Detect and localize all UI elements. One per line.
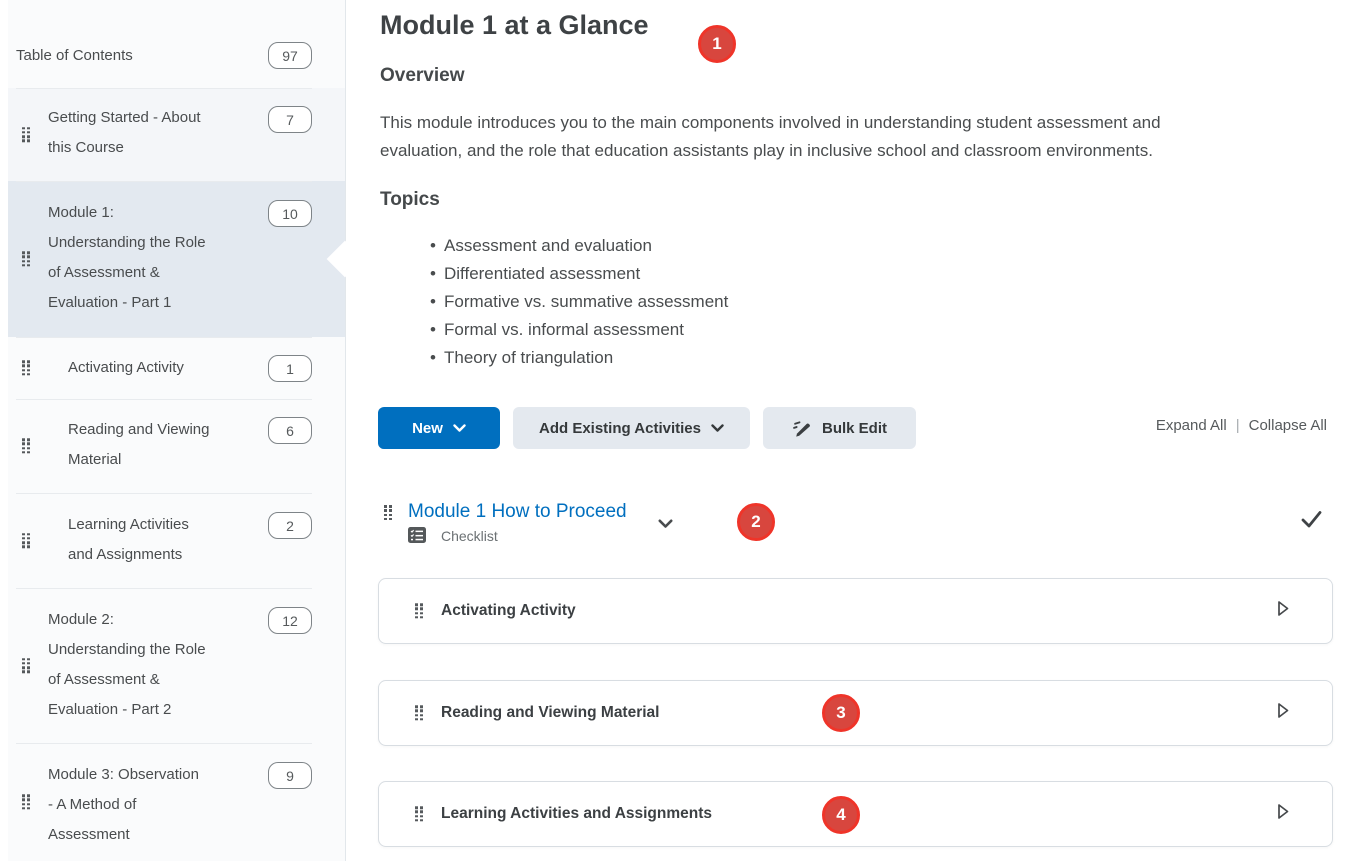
item-count-badge: 7	[268, 106, 312, 133]
item-label: Module 1: Understanding the Role of Asse…	[48, 204, 206, 311]
drag-handle-icon[interactable]	[415, 603, 423, 619]
topic-item: Differentiated assessment	[380, 260, 728, 288]
item-label: Reading and Viewing Material	[68, 421, 210, 468]
item-count-badge: 10	[268, 200, 312, 227]
expand-all-link[interactable]: Expand All	[1155, 417, 1227, 434]
drag-handle-icon[interactable]	[415, 806, 423, 822]
separator: |	[1235, 417, 1240, 434]
item-label: Module 2: Understanding the Role of Asse…	[48, 611, 206, 718]
item-label: Activating Activity	[68, 359, 184, 376]
item-count-badge: 6	[268, 417, 312, 444]
annotation-marker-4: 4	[822, 796, 860, 834]
section-card-activating-activity[interactable]: Activating Activity	[378, 578, 1333, 644]
topics-heading: Topics	[380, 189, 440, 210]
expand-collapse-controls: Expand All | Collapse All	[1156, 417, 1327, 434]
toc-item-module-2[interactable]: Module 2: Understanding the Role of Asse…	[8, 588, 345, 743]
completion-check-icon	[1300, 509, 1323, 534]
annotation-marker-2: 2	[737, 503, 775, 541]
item-count-badge: 1	[268, 355, 312, 382]
pencil-icon	[793, 420, 810, 437]
item-label: Module 3: Observation - A Method of Asse…	[48, 766, 199, 843]
topic-item: Formative vs. summative assessment	[380, 288, 728, 316]
expand-arrow-icon[interactable]	[1276, 803, 1290, 826]
toc-count-badge: 97	[268, 42, 312, 69]
selected-pointer	[326, 240, 364, 278]
drag-handle-icon[interactable]	[415, 705, 423, 721]
toc-title: Table of Contents	[16, 47, 133, 64]
chevron-down-icon	[711, 423, 724, 432]
card-title: Learning Activities and Assignments	[441, 805, 713, 822]
item-label: Getting Started - About this Course	[48, 109, 201, 156]
expand-arrow-icon[interactable]	[1276, 600, 1290, 623]
activity-type-label: Checklist	[441, 528, 498, 544]
annotation-marker-3: 3	[822, 694, 860, 732]
toc-rows: Getting Started - About this Course 7 Mo…	[8, 88, 364, 861]
item-label: Learning Activities and Assignments	[68, 516, 189, 563]
toc-header[interactable]: Table of Contents 97	[8, 28, 345, 88]
chevron-down-icon	[453, 423, 466, 432]
drag-handle-icon[interactable]	[22, 438, 30, 454]
new-button-label: New	[412, 419, 443, 437]
drag-handle-icon[interactable]	[384, 505, 392, 521]
topic-item: Assessment and evaluation	[380, 232, 728, 260]
checklist-icon	[408, 527, 426, 548]
chevron-down-icon[interactable]	[658, 516, 673, 534]
card-title: Activating Activity	[441, 602, 576, 619]
item-count-badge: 9	[268, 762, 312, 789]
toc-item-reading-viewing[interactable]: Reading and Viewing Material 6	[8, 399, 345, 493]
toc-item-activating-activity[interactable]: Activating Activity 1	[8, 337, 345, 399]
drag-handle-icon[interactable]	[22, 360, 30, 376]
overview-text: This module introduces you to the main c…	[380, 113, 1161, 160]
drag-handle-icon[interactable]	[22, 657, 30, 674]
annotation-marker-1: 1	[698, 25, 736, 63]
collapse-all-link[interactable]: Collapse All	[1248, 417, 1327, 434]
card-title: Reading and Viewing Material	[441, 704, 660, 721]
add-existing-activities-button[interactable]: Add Existing Activities	[513, 407, 750, 449]
drag-handle-icon[interactable]	[22, 532, 30, 549]
topic-item: Theory of triangulation	[380, 344, 728, 372]
overview-heading: Overview	[380, 65, 465, 86]
new-button[interactable]: New	[378, 407, 500, 449]
toc-item-learning-activities[interactable]: Learning Activities and Assignments 2	[8, 493, 345, 588]
page-title: Module 1 at a Glance	[380, 10, 649, 40]
toc-sidebar: Table of Contents 97 Getting Started - A…	[0, 0, 364, 861]
topic-item: Formal vs. informal assessment	[380, 316, 728, 344]
add-existing-label: Add Existing Activities	[539, 419, 701, 437]
drag-handle-icon[interactable]	[22, 251, 30, 267]
expand-arrow-icon[interactable]	[1276, 702, 1290, 725]
toc-item-module-1[interactable]: Module 1: Understanding the Role of Asse…	[8, 181, 364, 337]
topics-list: Assessment and evaluation Differentiated…	[380, 232, 728, 372]
item-count-badge: 12	[268, 607, 312, 634]
bulk-edit-button[interactable]: Bulk Edit	[763, 407, 916, 449]
bulk-edit-label: Bulk Edit	[821, 419, 887, 437]
toc-item-getting-started[interactable]: Getting Started - About this Course 7	[8, 88, 345, 181]
activity-title-link[interactable]: Module 1 How to Proceed	[408, 501, 627, 522]
item-count-badge: 2	[268, 512, 312, 539]
toc-item-module-3[interactable]: Module 3: Observation - A Method of Asse…	[8, 743, 345, 861]
drag-handle-icon[interactable]	[22, 126, 30, 143]
drag-handle-icon[interactable]	[22, 794, 30, 810]
